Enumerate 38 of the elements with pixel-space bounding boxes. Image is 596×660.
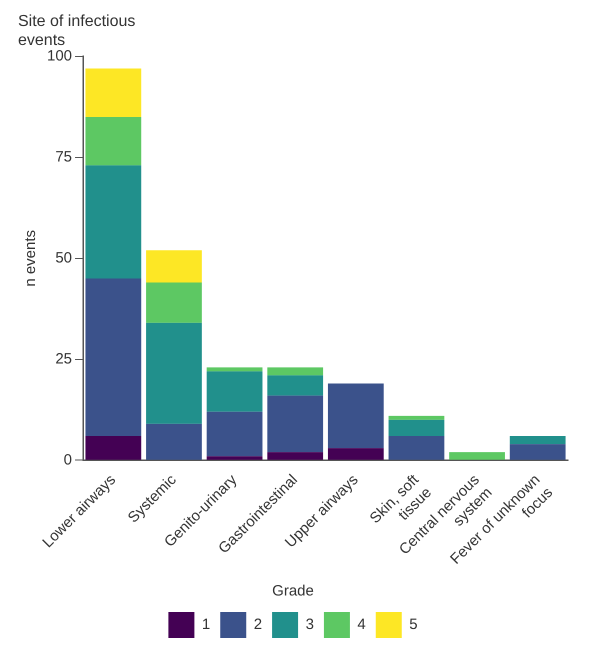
y-axis-title: n events <box>22 230 40 287</box>
bar <box>388 416 444 420</box>
legend-label: 1 <box>202 616 210 634</box>
bar <box>85 116 142 166</box>
y-tick-label: 100 <box>46 48 72 65</box>
bar <box>146 424 202 460</box>
bar <box>146 322 202 424</box>
bar <box>267 375 324 396</box>
bar <box>85 436 142 460</box>
bar <box>449 452 505 460</box>
bar <box>85 278 142 436</box>
bar <box>267 367 324 376</box>
y-tick-label: 50 <box>55 249 72 266</box>
y-tick-label: 75 <box>55 148 72 166</box>
bar <box>146 250 202 283</box>
bar <box>388 436 444 460</box>
bar <box>328 448 384 460</box>
bar <box>267 396 324 452</box>
bar <box>388 420 444 436</box>
legend-label: 4 <box>357 616 366 634</box>
legend-label: 3 <box>306 616 314 634</box>
legend-title: Grade <box>272 582 314 600</box>
legend-label: 5 <box>409 616 418 634</box>
legend-label: 2 <box>254 616 262 634</box>
bar <box>206 412 262 456</box>
chart-title: Site of infectious events <box>18 13 136 50</box>
bar <box>146 282 202 323</box>
bar <box>206 456 262 460</box>
bar <box>85 68 142 117</box>
y-tick-label: 25 <box>55 350 72 368</box>
bar <box>510 444 566 460</box>
bar <box>206 367 262 372</box>
y-tick-label: 0 <box>64 451 72 468</box>
bar <box>267 452 324 460</box>
bar <box>328 384 384 448</box>
bar <box>206 371 262 412</box>
bar <box>510 436 566 444</box>
bar <box>85 165 142 279</box>
